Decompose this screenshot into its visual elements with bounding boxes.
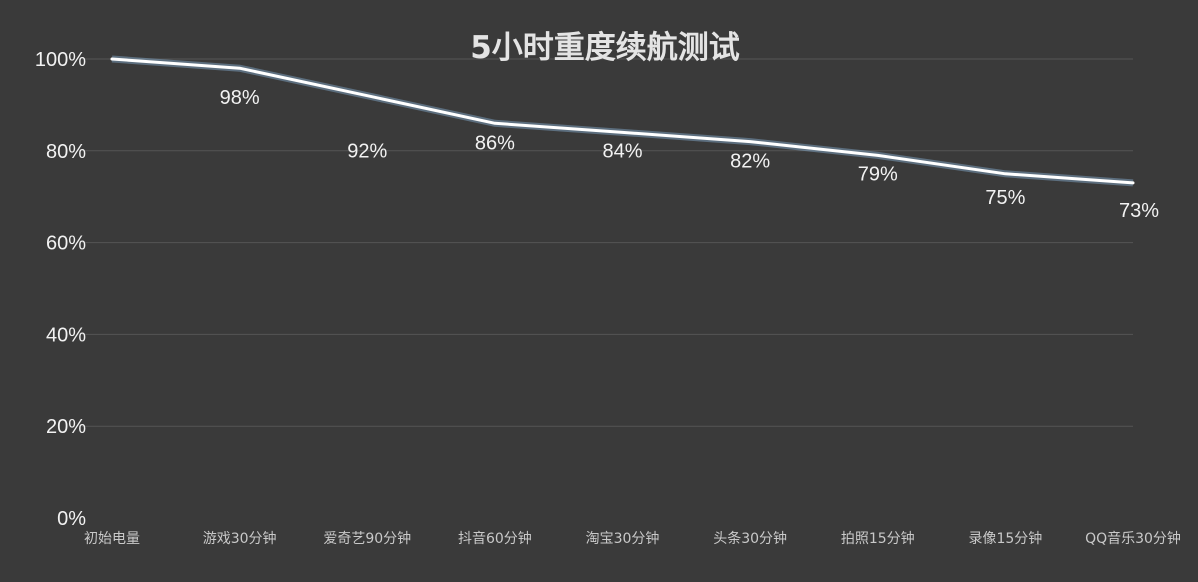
data-label: 79% bbox=[858, 163, 898, 185]
x-tick-label: 拍照15分钟 bbox=[841, 530, 915, 547]
data-label: 86% bbox=[475, 132, 515, 154]
y-tick-label: 60% bbox=[46, 233, 86, 255]
data-labels: 98% 92% 86% 84% 82% 79% 75% 73% bbox=[220, 87, 1160, 222]
x-tick-label: 爱奇艺90分钟 bbox=[323, 530, 411, 547]
x-tick-label: 淘宝30分钟 bbox=[586, 530, 660, 547]
y-tick-label: 100% bbox=[35, 49, 86, 71]
x-tick-label: 抖音60分钟 bbox=[458, 530, 532, 547]
x-axis-ticks: 初始电量 游戏30分钟 爱奇艺90分钟 抖音60分钟 淘宝30分钟 头条30分钟 拍照15分… bbox=[84, 530, 1181, 547]
x-tick-label: 游戏30分钟 bbox=[203, 530, 277, 547]
series-layer bbox=[110, 55, 1135, 187]
data-label: 98% bbox=[220, 87, 260, 109]
chart-title: 5小时重度续航测试 bbox=[470, 30, 740, 66]
y-tick-label: 40% bbox=[46, 324, 86, 346]
y-tick-label: 20% bbox=[46, 416, 86, 438]
series-line-glow bbox=[111, 55, 1134, 187]
y-tick-label: 0% bbox=[57, 508, 86, 530]
x-tick-label: 初始电量 bbox=[84, 530, 140, 547]
x-tick-label: 录像15分钟 bbox=[968, 530, 1042, 547]
series-line bbox=[110, 57, 1135, 185]
data-label: 84% bbox=[602, 140, 642, 162]
y-axis-ticks: 0% 20% 40% 60% 80% 100% bbox=[35, 49, 86, 530]
x-tick-label: QQ音乐30分钟 bbox=[1085, 530, 1181, 547]
data-label: 92% bbox=[347, 141, 387, 163]
data-label: 82% bbox=[730, 151, 770, 173]
y-tick-label: 80% bbox=[46, 141, 86, 163]
gridlines bbox=[82, 58, 1133, 427]
x-tick-label: 头条30分钟 bbox=[713, 530, 787, 547]
data-label: 75% bbox=[985, 187, 1025, 209]
data-label: 73% bbox=[1119, 200, 1159, 222]
